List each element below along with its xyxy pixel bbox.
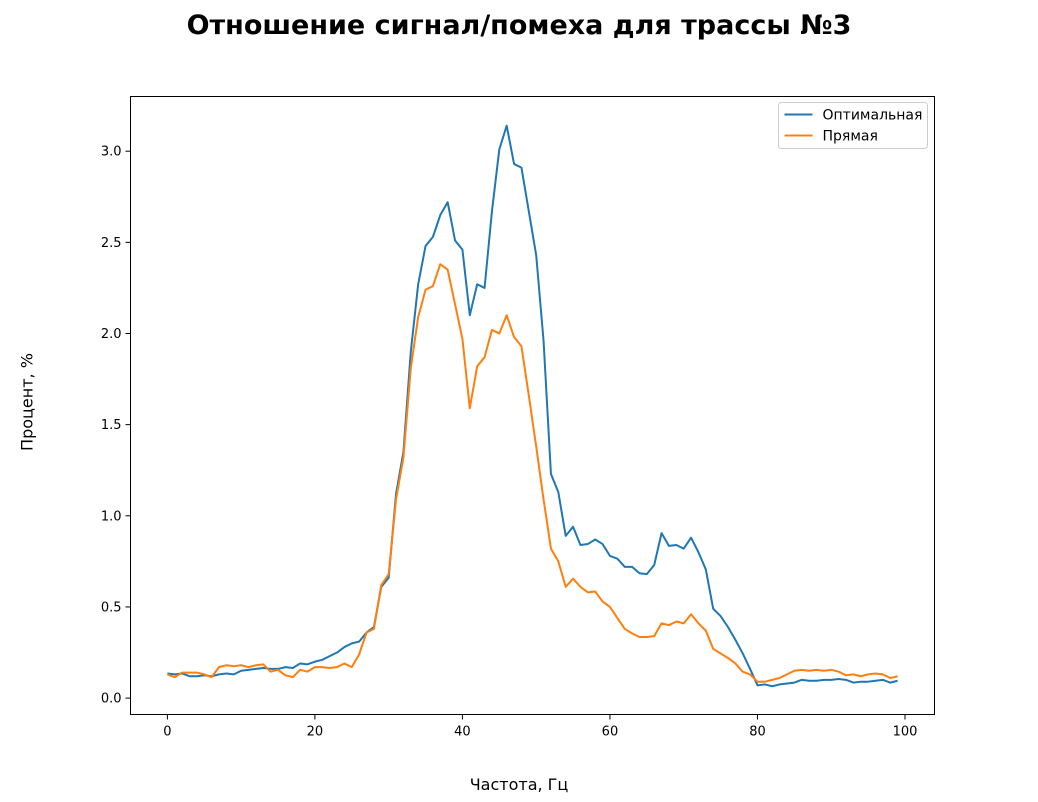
- axes-frame: [130, 96, 935, 715]
- x-axis-label: Частота, Гц: [469, 775, 569, 794]
- legend: Оптимальная Прямая: [778, 102, 928, 149]
- legend-label: Прямая: [823, 129, 878, 145]
- y-axis-ticks: 0.0 0.5 1.0 1.5 2.0 2.5 3.0: [101, 145, 131, 707]
- legend-box: [778, 102, 928, 149]
- y-tick-label: 0.5: [101, 600, 122, 615]
- y-tick-label: 0.0: [101, 692, 122, 707]
- x-tick-label: 80: [749, 725, 766, 740]
- x-tick-label: 0: [163, 725, 171, 740]
- y-tick-label: 2.0: [101, 327, 122, 342]
- series-lines: [167, 124, 898, 688]
- x-axis-ticks: 0 20 40 60 80 100: [163, 714, 918, 740]
- series-line-2: [167, 263, 898, 683]
- y-tick-label: 1.5: [101, 418, 122, 433]
- y-axis-label: Процент, %: [17, 353, 37, 451]
- x-tick-label: 40: [454, 725, 471, 740]
- y-tick-label: 2.5: [101, 236, 122, 251]
- series-line-1: [167, 124, 898, 688]
- x-tick-label: 60: [602, 725, 619, 740]
- x-tick-label: 20: [307, 725, 324, 740]
- y-tick-label: 3.0: [101, 145, 122, 160]
- chart-title: Отношение сигнал/помеха для трассы №3: [186, 10, 852, 41]
- y-tick-label: 1.0: [101, 509, 122, 524]
- x-tick-label: 100: [893, 725, 918, 740]
- legend-label: Оптимальная: [823, 108, 923, 124]
